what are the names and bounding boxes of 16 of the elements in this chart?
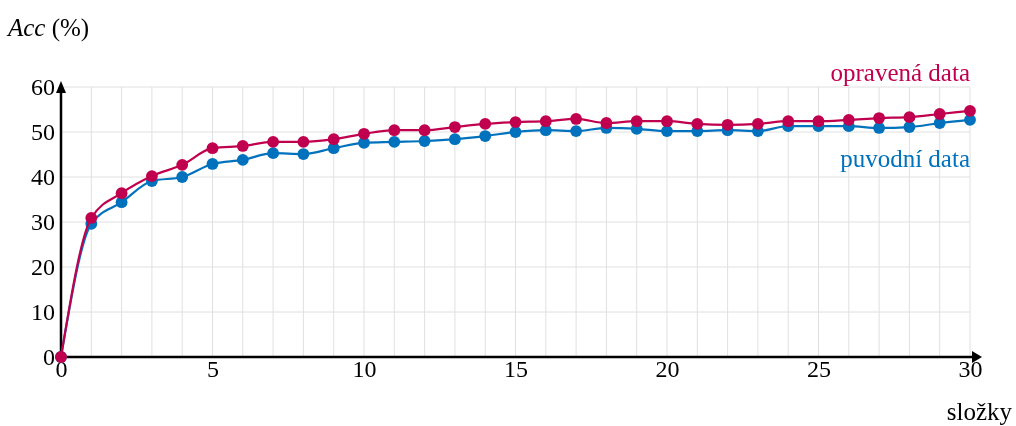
x-tick-label: 20 (655, 356, 680, 383)
series-label: puvodní data (840, 145, 970, 172)
y-tick-label: 20 (31, 254, 55, 281)
y-tick-label: 10 (31, 299, 55, 326)
x-tick-label: 25 (807, 356, 831, 383)
y-tick-label: 40 (31, 164, 55, 191)
x-tick-label: 30 (958, 356, 983, 383)
y-tick-label: 60 (31, 74, 55, 101)
y-axis-title: Acc (%) (6, 14, 90, 42)
series-label: opravená data (830, 59, 970, 86)
y-tick-label: 30 (31, 209, 55, 236)
x-tick-label: 10 (352, 356, 377, 383)
y-tick-label: 50 (31, 119, 55, 146)
x-tick-label: 5 (207, 356, 219, 383)
x-tick-label: 15 (504, 356, 528, 383)
x-axis-title: složky (946, 398, 1013, 425)
